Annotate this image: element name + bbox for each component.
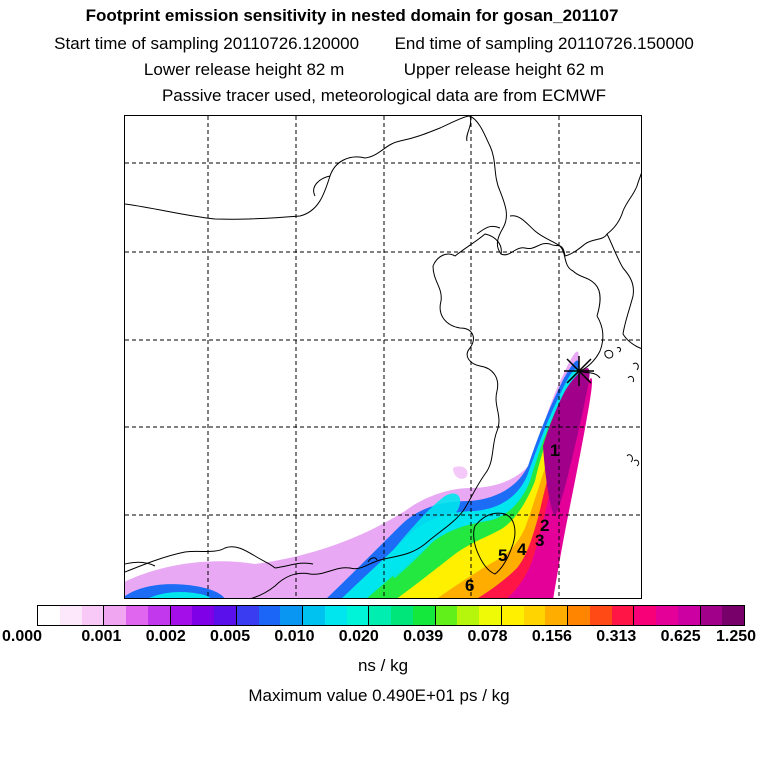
colorbar-swatch	[722, 606, 744, 625]
colorbar-swatch	[656, 606, 678, 625]
colorbar-swatch	[369, 606, 391, 625]
colorbar-swatch	[59, 606, 82, 625]
footprint-plume	[125, 351, 593, 598]
colorbar-tick-label: 0.039	[403, 628, 444, 645]
colorbar-tick-label: 0.000	[1, 628, 43, 645]
colorbar-swatch	[303, 606, 325, 625]
colorbar-swatch	[457, 606, 479, 625]
max-value-label: Maximum value 0.490E+01 ps / kg	[248, 686, 510, 705]
sampling-times: Start time of sampling 20110726.120000 E…	[0, 34, 758, 54]
colorbar-swatch	[126, 606, 148, 625]
colorbar-swatch	[81, 606, 105, 625]
release-heights: Lower release height 82 m Upper release …	[0, 60, 758, 80]
colorbar-swatch	[611, 606, 635, 625]
colorbar-swatch	[280, 606, 303, 625]
colorbar-swatch	[568, 606, 590, 625]
colorbar-swatch	[435, 606, 458, 625]
colorbar-swatch	[677, 606, 701, 625]
colorbar-tick-label: 0.001	[81, 628, 122, 645]
colorbar-swatch	[589, 606, 612, 625]
colorbar-tick-label: 0.313	[596, 628, 637, 645]
trajectory-label-3: 3	[535, 531, 544, 550]
trajectory-label-6: 6	[465, 576, 474, 595]
tracer-note: Passive tracer used, meteorological data…	[161, 86, 607, 105]
trajectory-label-5: 5	[498, 546, 507, 565]
colorbar-tick-label: 0.010	[274, 628, 315, 645]
colorbar-tick-label: 0.078	[467, 628, 508, 645]
colorbar-swatch	[545, 606, 568, 625]
colorbar-swatch	[38, 606, 60, 625]
colorbar-tick-label: 0.020	[338, 628, 379, 645]
colorbar-swatch	[258, 606, 281, 625]
colorbar-swatch	[324, 606, 347, 625]
colorbar-swatch	[147, 606, 171, 625]
plot-title: Footprint emission sensitivity in nested…	[85, 6, 619, 25]
colorbar-swatch	[501, 606, 524, 625]
plume-spot-inland	[453, 466, 468, 479]
colorbar-swatch	[346, 606, 370, 625]
colorbar	[37, 605, 745, 626]
upper-height-label: Upper release height 62 m	[403, 60, 605, 79]
colorbar-units: ns / kg	[357, 656, 409, 675]
lower-height-label: Lower release height 82 m	[143, 60, 345, 79]
colorbar-tick-label: 0.002	[145, 628, 186, 645]
colorbar-swatch	[214, 606, 237, 625]
colorbar-swatch	[523, 606, 546, 625]
colorbar-swatch	[104, 606, 126, 625]
trajectory-label-1: 1	[550, 441, 559, 460]
plume-contour-purple	[543, 368, 590, 516]
colorbar-swatch	[391, 606, 413, 625]
trajectory-label-4: 4	[517, 540, 527, 559]
colorbar-swatch	[479, 606, 502, 625]
colorbar-tick-label: 1.250	[715, 628, 757, 645]
end-time-label: End time of sampling 20110726.150000	[394, 34, 694, 53]
release-star-icon	[564, 356, 594, 386]
colorbar-swatch	[170, 606, 193, 625]
colorbar-tick-label: 0.005	[210, 628, 251, 645]
map-canvas: 1 2 3 4 5 6	[125, 116, 641, 598]
colorbar-swatch	[412, 606, 436, 625]
colorbar-swatch	[236, 606, 259, 625]
plume-branch-south-west-inner	[149, 592, 211, 598]
coastlines	[125, 116, 641, 598]
colorbar-swatch	[700, 606, 723, 625]
map-panel: 1 2 3 4 5 6	[124, 115, 642, 599]
colorbar-tick-label: 0.156	[531, 628, 572, 645]
colorbar-swatch	[192, 606, 214, 625]
trajectory-label-2: 2	[540, 516, 549, 535]
colorbar-swatch	[634, 606, 656, 625]
start-time-label: Start time of sampling 20110726.120000	[54, 34, 360, 53]
graticule	[125, 116, 641, 598]
colorbar-tick-label: 0.625	[660, 628, 701, 645]
